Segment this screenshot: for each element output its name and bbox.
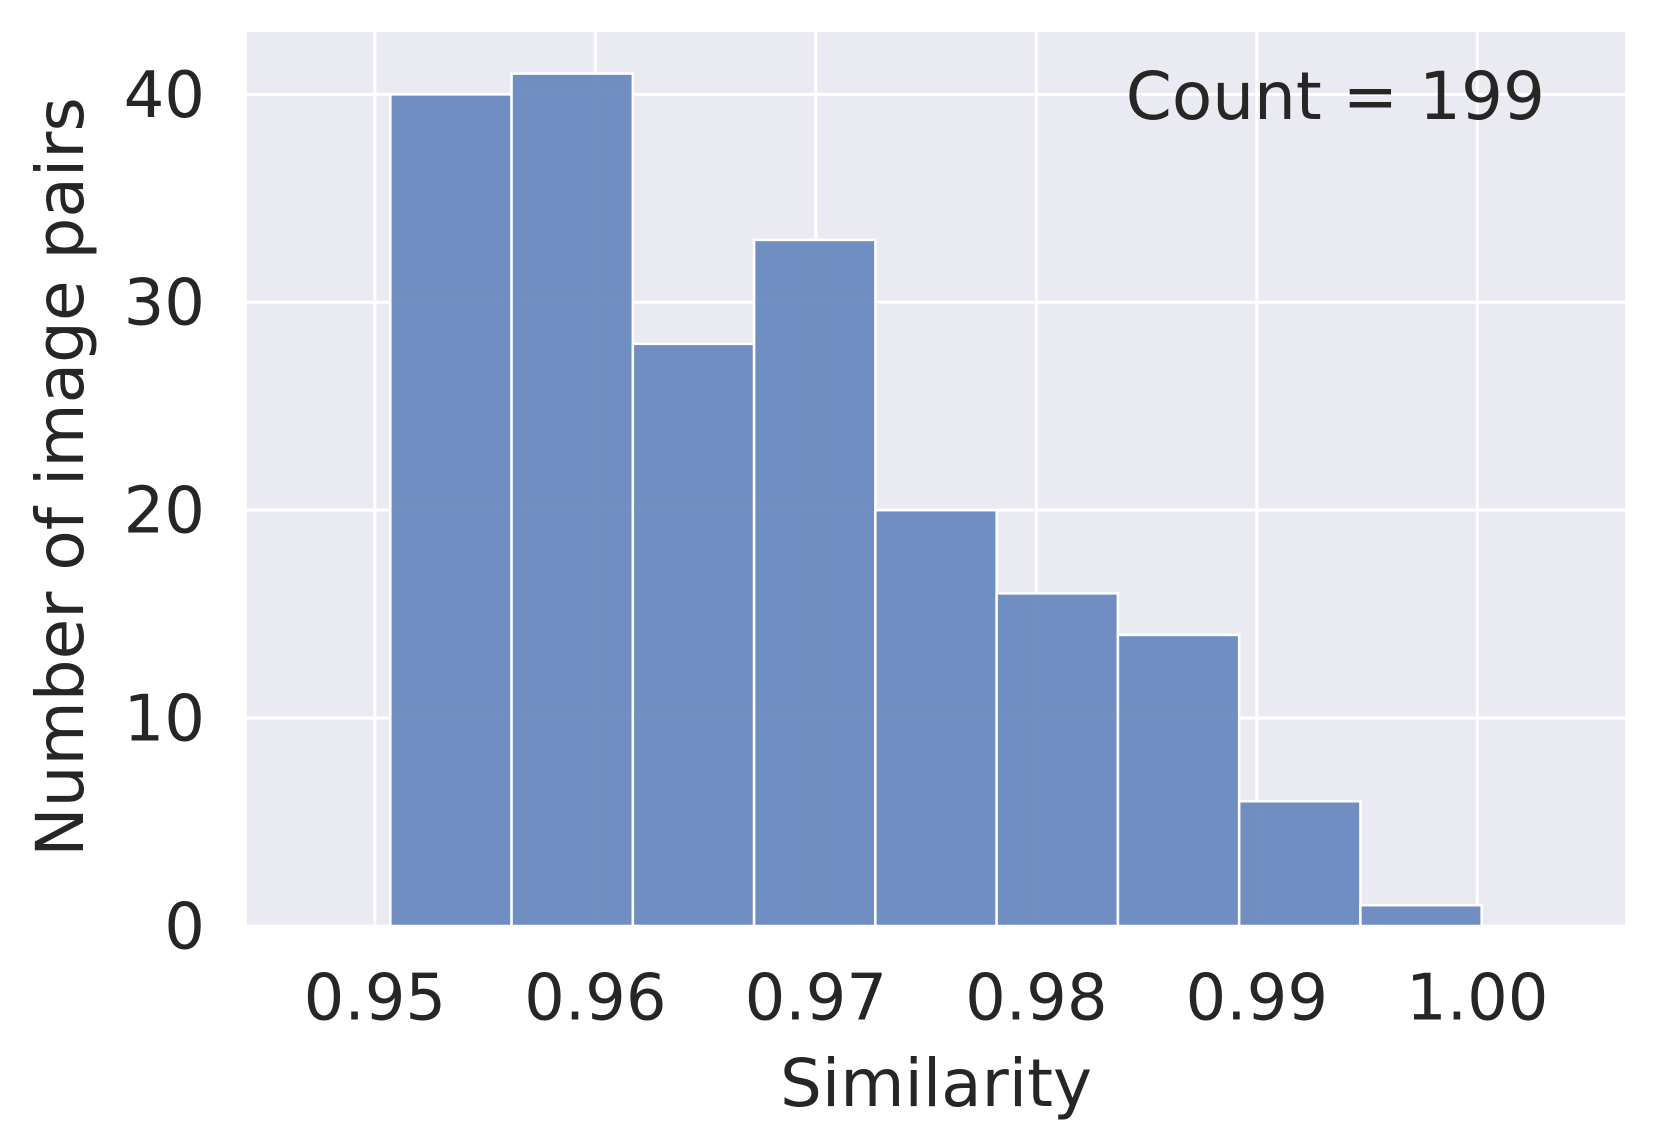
histogram-bar-2 [510, 72, 635, 928]
histogram-bar-8 [1237, 800, 1362, 928]
histogram-bar-3 [631, 342, 756, 928]
y-axis-label: Number of image pairs [22, 97, 99, 856]
histogram-bars [389, 72, 1483, 928]
histogram-bar-4 [752, 238, 877, 928]
y-tick-labels: 0 10 20 30 40 [124, 59, 205, 965]
histogram-bar-1 [389, 93, 513, 928]
y-tick-label: 40 [124, 59, 205, 133]
x-tick-label: 0.98 [965, 961, 1108, 1035]
x-tick-label: 0.95 [304, 961, 447, 1035]
x-tick-label: 0.99 [1186, 961, 1329, 1035]
x-axis-label: Similarity [780, 1045, 1092, 1122]
x-tick-label: 1.00 [1406, 961, 1549, 1035]
x-tick-labels: 0.95 0.96 0.97 0.98 0.99 1.00 [304, 961, 1549, 1035]
histogram-bar-6 [995, 592, 1120, 928]
histogram-bar-7 [1116, 633, 1241, 928]
y-tick-label: 30 [124, 267, 205, 341]
count-annotation: Count = 199 [1126, 58, 1545, 135]
histogram-bar-9 [1359, 903, 1483, 928]
y-tick-label: 10 [124, 682, 205, 756]
histogram-bar-5 [874, 508, 998, 928]
x-tick-label: 0.96 [524, 961, 667, 1035]
y-tick-label: 20 [124, 475, 205, 549]
y-tick-label: 0 [164, 890, 205, 964]
x-tick-label: 0.97 [745, 961, 888, 1035]
